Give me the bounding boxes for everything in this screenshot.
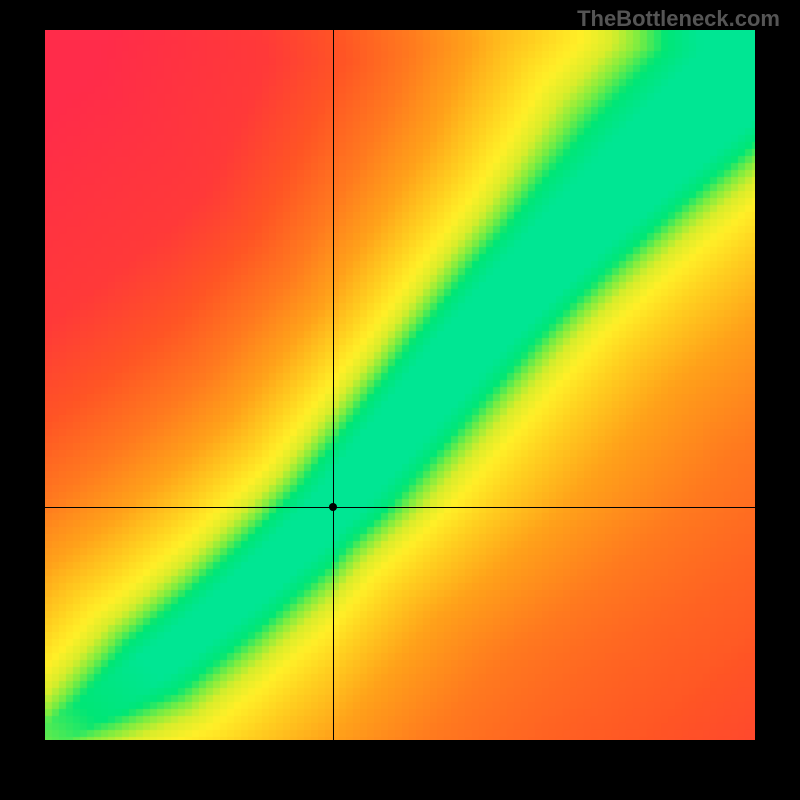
watermark-text: TheBottleneck.com xyxy=(577,6,780,32)
crosshair-vertical xyxy=(333,30,334,740)
crosshair-marker xyxy=(329,503,337,511)
heatmap-canvas xyxy=(45,30,755,740)
heatmap-plot xyxy=(45,30,755,740)
crosshair-horizontal xyxy=(45,507,755,508)
